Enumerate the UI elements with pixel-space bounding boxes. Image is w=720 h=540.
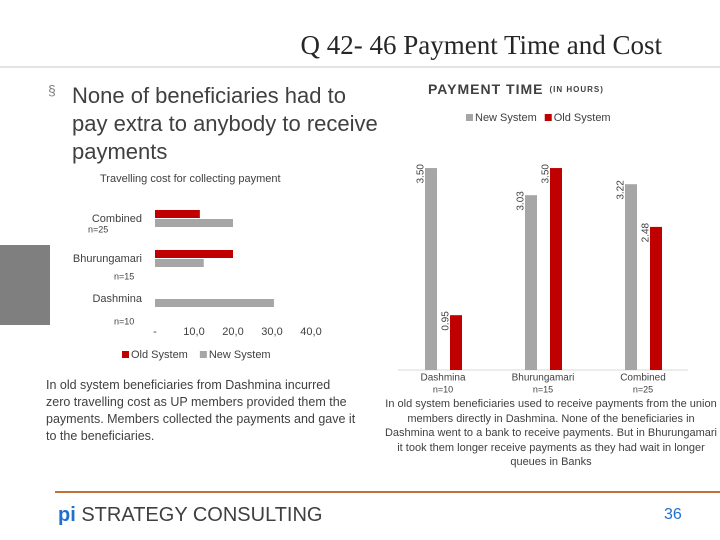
category-label: Dashmina bbox=[92, 293, 142, 305]
chart-title-main: PAYMENT TIME bbox=[428, 81, 543, 97]
category-note: n=10 bbox=[114, 316, 134, 326]
slide-title: Q 42- 46 Payment Time and Cost bbox=[300, 30, 662, 60]
bar bbox=[155, 250, 233, 258]
bar bbox=[550, 168, 562, 370]
footer-brand: pi bbox=[58, 504, 76, 526]
chart-title: PAYMENT TIME (IN HOURS) bbox=[428, 81, 604, 97]
data-label: 3.03 bbox=[516, 191, 527, 211]
legend-label: New System bbox=[475, 112, 537, 124]
category-label: Combined bbox=[92, 213, 142, 225]
legend-label: Old System bbox=[554, 112, 611, 124]
bar bbox=[155, 219, 233, 227]
legend-swatch bbox=[544, 114, 552, 121]
legend-label: Old System bbox=[131, 349, 188, 361]
x-tick-label: 40,0 bbox=[300, 326, 321, 338]
x-tick-label: 30,0 bbox=[261, 326, 282, 338]
bar bbox=[525, 195, 537, 370]
x-tick-label: 20,0 bbox=[222, 326, 243, 338]
right-note: In old system beneficiaries used to rece… bbox=[384, 398, 717, 468]
category-note: n=10 bbox=[433, 384, 453, 394]
data-label: 2.48 bbox=[641, 222, 652, 242]
legend-swatch bbox=[199, 351, 207, 358]
bar bbox=[450, 315, 462, 370]
left-note: In old system beneficiaries from Dashmin… bbox=[46, 378, 356, 443]
data-label: 0.95 bbox=[441, 311, 452, 331]
bar bbox=[425, 168, 437, 370]
category-label: Bhurungamari bbox=[512, 373, 575, 384]
category-note: n=15 bbox=[533, 384, 553, 394]
bullet-mark: § bbox=[48, 82, 56, 98]
page-number: 36 bbox=[664, 506, 682, 523]
data-label: 3.50 bbox=[416, 164, 427, 184]
category-note: n=25 bbox=[88, 224, 108, 234]
x-tick-label: - bbox=[153, 326, 157, 338]
bar bbox=[155, 299, 274, 307]
category-note: n=15 bbox=[114, 271, 134, 281]
bar bbox=[155, 259, 204, 267]
legend-swatch bbox=[122, 351, 129, 358]
category-note: n=25 bbox=[633, 384, 653, 394]
legend-swatch bbox=[466, 114, 473, 121]
category-label: Bhurungamari bbox=[73, 253, 142, 265]
bullet-text: None of beneficiaries had to pay extra t… bbox=[72, 83, 378, 164]
footer: pi STRATEGY CONSULTING bbox=[58, 504, 323, 527]
data-label: 3.50 bbox=[541, 164, 552, 184]
side-block bbox=[0, 245, 50, 325]
category-label: Dashmina bbox=[420, 373, 465, 384]
bar bbox=[650, 226, 662, 370]
bar bbox=[625, 184, 637, 370]
chart-title: Travelling cost for collecting payment bbox=[100, 173, 281, 185]
footer-company: STRATEGY CONSULTING bbox=[81, 504, 323, 526]
data-label: 3.22 bbox=[616, 180, 627, 200]
category-label: Combined bbox=[620, 373, 666, 384]
chart-subtitle: (IN HOURS) bbox=[549, 85, 603, 94]
x-tick-label: 10,0 bbox=[183, 326, 204, 338]
legend-label: New System bbox=[209, 349, 271, 361]
bar bbox=[155, 210, 200, 218]
